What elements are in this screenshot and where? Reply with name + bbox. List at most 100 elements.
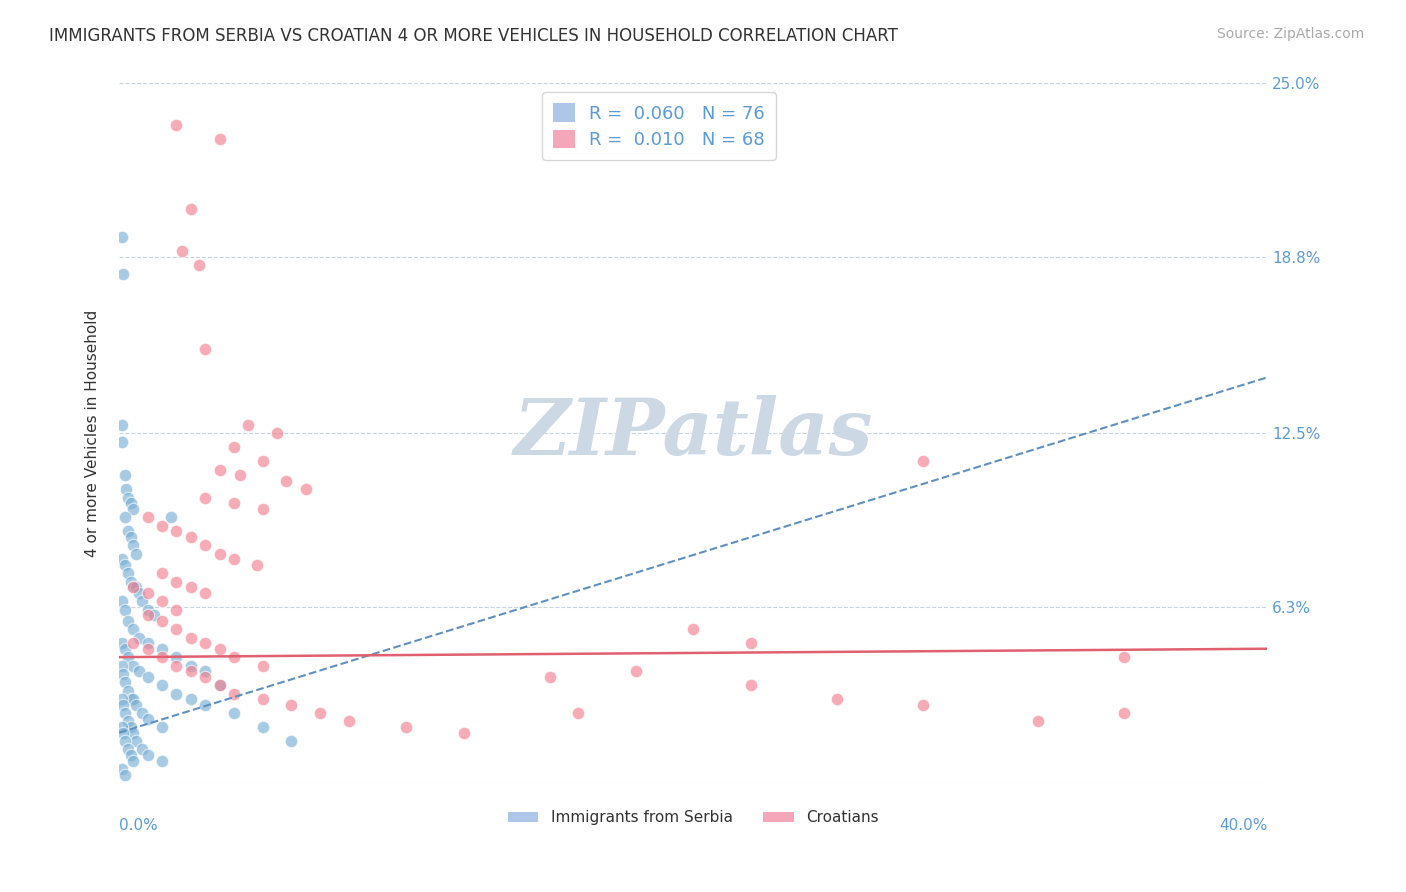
Point [122,658,145,673]
Point [180,580,202,594]
Point [911,698,934,712]
Point [125,734,148,748]
Point [122,501,145,516]
Point [180,658,202,673]
Point [136,636,159,650]
Point [740,636,762,650]
Point [194,491,217,505]
Point [150,720,173,734]
Point [136,670,159,684]
Point [111,417,134,432]
Point [117,566,139,581]
Point [111,658,134,673]
Point [222,706,245,720]
Point [453,725,475,739]
Point [120,530,142,544]
Point [150,614,173,628]
Point [120,747,142,762]
Text: IMMIGRANTS FROM SERBIA VS CROATIAN 4 OR MORE VEHICLES IN HOUSEHOLD CORRELATION C: IMMIGRANTS FROM SERBIA VS CROATIAN 4 OR … [49,27,898,45]
Point [122,754,145,768]
Point [111,434,134,449]
Point [125,547,148,561]
Point [150,594,173,608]
Point [180,631,202,645]
Point [180,202,202,217]
Point [111,552,134,566]
Point [208,132,231,146]
Point [111,636,134,650]
Point [120,574,142,589]
Point [159,510,181,524]
Point [117,650,139,665]
Point [128,664,150,678]
Point [122,580,145,594]
Point [208,678,231,692]
Point [208,678,231,692]
Point [150,678,173,692]
Point [136,510,159,524]
Point [188,258,211,272]
Point [136,641,159,656]
Point [1112,650,1135,665]
Point [115,482,138,496]
Point [172,244,194,259]
Point [114,641,136,656]
Point [266,426,288,441]
Point [1026,714,1049,729]
Point [222,552,245,566]
Point [120,692,142,706]
Point [252,692,274,706]
Point [238,417,260,432]
Point [222,686,245,700]
Point [208,547,231,561]
Point [114,734,136,748]
Point [114,767,136,781]
Point [142,608,165,623]
Point [194,698,217,712]
Point [111,692,134,706]
Point [166,574,188,589]
Point [150,754,173,768]
Point [280,734,302,748]
Point [120,496,142,510]
Point [111,762,134,776]
Point [337,714,360,729]
Point [180,664,202,678]
Point [166,602,188,616]
Point [682,622,704,636]
Point [150,566,173,581]
Point [538,670,561,684]
Point [150,650,173,665]
Point [150,518,173,533]
Legend: Immigrants from Serbia, Croatians: Immigrants from Serbia, Croatians [502,805,884,831]
Point [222,650,245,665]
Point [125,580,148,594]
Text: 0.0%: 0.0% [120,818,157,833]
Point [222,440,245,454]
Point [122,580,145,594]
Point [117,683,139,698]
Point [111,594,134,608]
Point [180,692,202,706]
Point [111,720,134,734]
Point [180,530,202,544]
Point [122,692,145,706]
Point [111,230,134,244]
Point [136,747,159,762]
Point [194,670,217,684]
Point [131,594,153,608]
Text: Source: ZipAtlas.com: Source: ZipAtlas.com [1216,27,1364,41]
Point [228,468,250,483]
Point [194,538,217,552]
Point [194,664,217,678]
Y-axis label: 4 or more Vehicles in Household: 4 or more Vehicles in Household [86,310,100,557]
Point [166,686,188,700]
Point [252,658,274,673]
Point [136,608,159,623]
Point [122,725,145,739]
Text: ZIPatlas: ZIPatlas [513,395,873,472]
Point [740,678,762,692]
Point [122,636,145,650]
Point [114,602,136,616]
Point [114,558,136,572]
